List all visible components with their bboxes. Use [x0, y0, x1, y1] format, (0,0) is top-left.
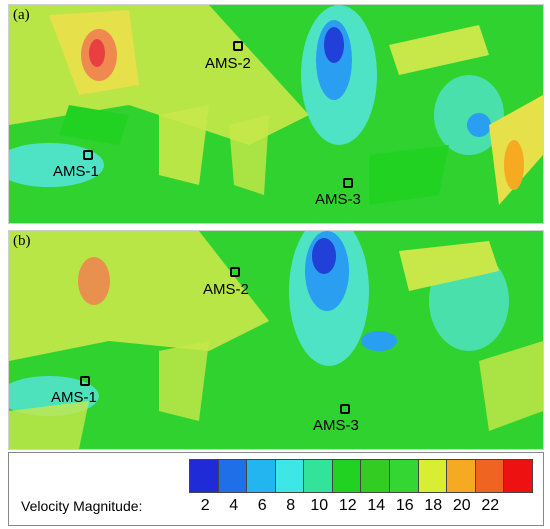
station-marker-icon: [230, 267, 240, 277]
color-swatch: [247, 460, 276, 492]
color-swatch: [276, 460, 305, 492]
panel-b: (b) AMS-1 AMS-2 AMS-3: [8, 230, 544, 450]
station-label-ams-3: AMS-3: [315, 191, 361, 208]
color-swatch: [504, 460, 532, 492]
station-label-ams-2: AMS-2: [205, 55, 251, 72]
legend-title: Velocity Magnitude:: [21, 498, 142, 514]
legend-tick-label: 8: [286, 497, 295, 515]
station-marker-icon: [83, 150, 93, 160]
velocity-field-map-b: [9, 231, 543, 449]
color-swatch: [476, 460, 505, 492]
station-label-ams-1: AMS-1: [53, 163, 99, 180]
station-label-ams-2: AMS-2: [203, 281, 249, 298]
panel-a: (a) AMS-1 AMS-2 AMS-3: [8, 4, 544, 224]
panel-label-b: (b): [13, 233, 31, 250]
station-label-ams-3: AMS-3: [313, 417, 359, 434]
legend-tick-label: 4: [229, 497, 238, 515]
legend-tick-label: 6: [258, 497, 267, 515]
color-swatch: [361, 460, 390, 492]
panel-label-a: (a): [13, 7, 30, 24]
color-swatch: [333, 460, 362, 492]
legend-tick-label: 2: [201, 497, 210, 515]
color-scale-bar: [189, 459, 533, 493]
legend-tick-label: 14: [367, 497, 385, 515]
station-marker-icon: [233, 41, 243, 51]
station-marker-icon: [343, 178, 353, 188]
color-swatch: [390, 460, 419, 492]
color-swatch: [219, 460, 248, 492]
color-swatch: [419, 460, 448, 492]
color-swatch: [304, 460, 333, 492]
legend-tick-label: 18: [424, 497, 442, 515]
velocity-legend: 2 4 6 8 10 12 14 16 18 20 22 Velocity Magnitude:: [8, 452, 544, 526]
velocity-field-map-a: [9, 5, 543, 223]
legend-tick-label: 20: [453, 497, 471, 515]
color-swatch: [190, 460, 219, 492]
station-marker-icon: [80, 376, 90, 386]
legend-tick-label: 22: [481, 497, 499, 515]
legend-tick-label: 10: [310, 497, 328, 515]
legend-tick-label: 12: [339, 497, 357, 515]
station-label-ams-1: AMS-1: [51, 389, 97, 406]
legend-tick-label: 16: [396, 497, 414, 515]
color-swatch: [447, 460, 476, 492]
station-marker-icon: [340, 404, 350, 414]
